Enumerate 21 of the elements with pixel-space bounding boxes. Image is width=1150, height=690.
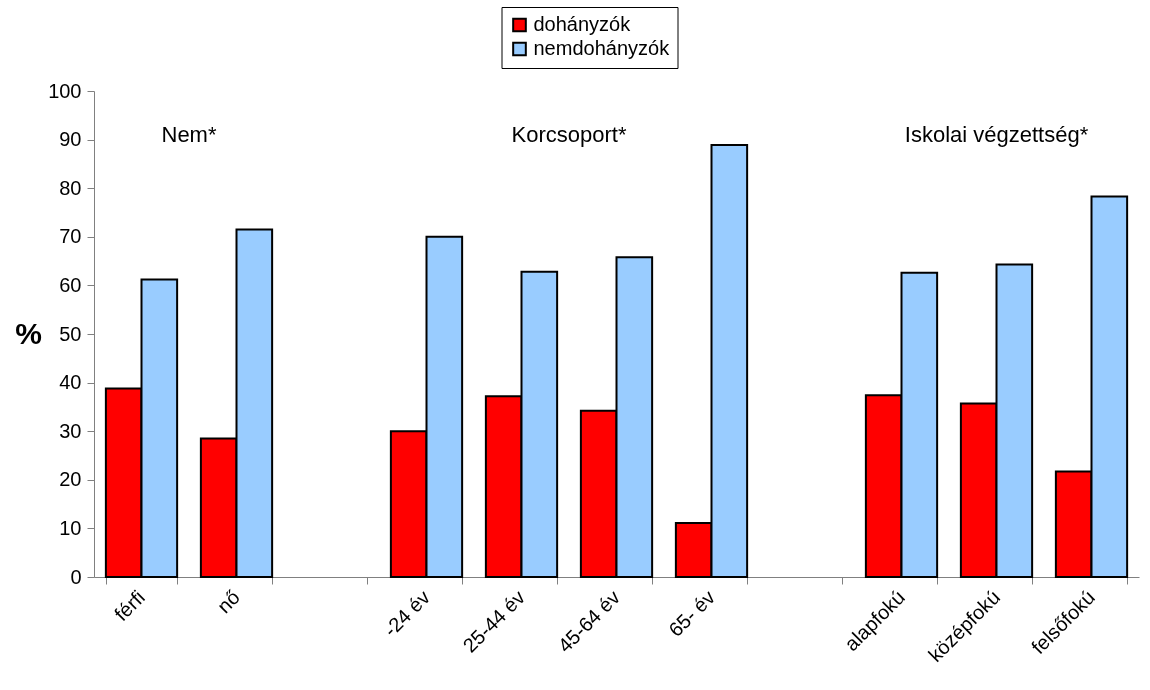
annotation: Iskolai végzettség*	[904, 122, 1089, 147]
y-tick-label: 30	[59, 419, 82, 442]
y-tick-label: 40	[59, 371, 82, 394]
annotation: Korcsoport*	[511, 122, 627, 147]
x-tick-label: férfi	[109, 586, 150, 626]
y-tick-label: 90	[59, 128, 82, 151]
y-tick-label: 80	[59, 176, 82, 199]
y-tick-label: 70	[59, 225, 82, 248]
annotation: Nem*	[161, 122, 217, 147]
x-tick-label: -24 év	[379, 586, 435, 641]
legend-label: dohányzók	[533, 13, 632, 35]
legend-label: nemdohányzók	[533, 37, 671, 59]
y-tick-label: 50	[59, 322, 82, 345]
y-tick-label: 0	[70, 565, 82, 588]
y-tick-label: 60	[59, 273, 82, 296]
x-tick-label: 65- év	[664, 586, 720, 641]
x-tick-label: nő	[212, 586, 245, 618]
y-axis-title: %	[15, 316, 42, 350]
y-tick-label: 10	[59, 516, 82, 539]
y-tick-label: 20	[59, 468, 82, 491]
y-tick-label: 100	[48, 79, 82, 102]
